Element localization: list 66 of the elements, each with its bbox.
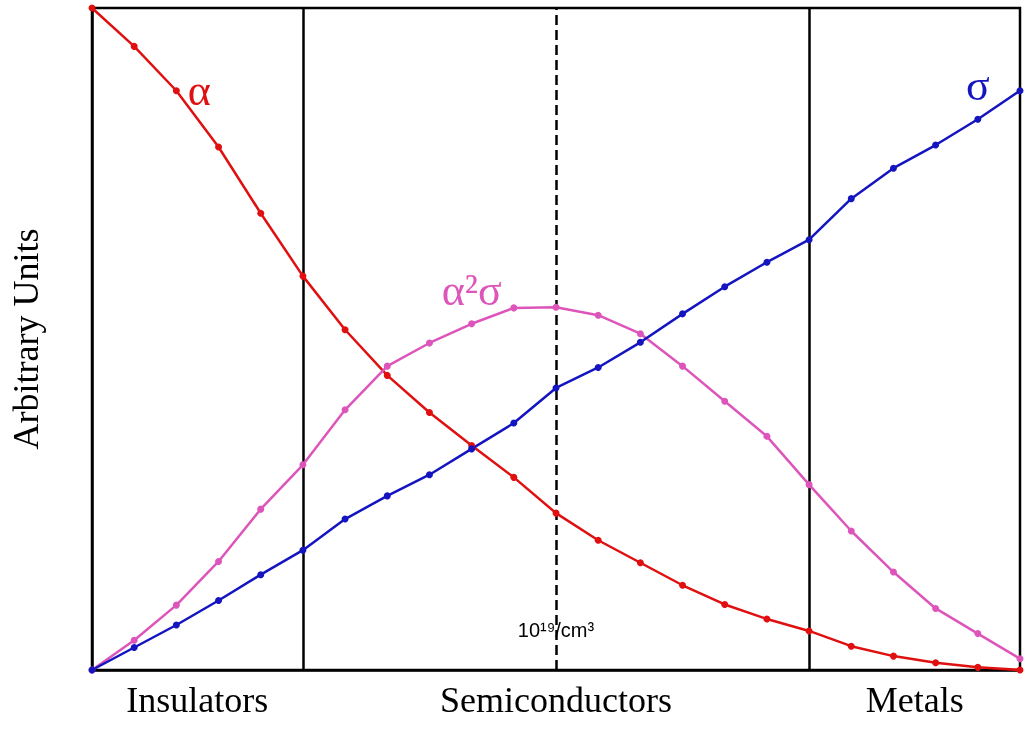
annotation: 10¹⁹/cm³: [517, 619, 595, 641]
point: [932, 141, 940, 149]
point: [974, 115, 982, 123]
point: [130, 643, 138, 651]
point: [383, 371, 391, 379]
point: [299, 546, 307, 554]
point: [172, 621, 180, 629]
point: [594, 536, 602, 544]
point: [679, 362, 687, 370]
point: [594, 363, 602, 371]
point: [299, 272, 307, 280]
point: [299, 461, 307, 469]
text: Metals: [865, 680, 964, 720]
point: [383, 362, 391, 370]
point: [679, 581, 687, 589]
point: [636, 330, 644, 338]
point: [594, 311, 602, 319]
point: [257, 571, 265, 579]
point: [425, 471, 433, 479]
point: [215, 557, 223, 565]
point: [932, 659, 940, 667]
point: [932, 604, 940, 612]
point: [215, 143, 223, 151]
point: [468, 320, 476, 328]
point: [172, 87, 180, 95]
point: [721, 600, 729, 608]
point: [805, 236, 813, 244]
point: [383, 492, 391, 500]
point: [847, 527, 855, 535]
text: Insulators: [126, 680, 269, 720]
point: [1016, 655, 1024, 663]
y-axis-title: Arbitrary Units: [6, 228, 46, 450]
series-label: α²σ: [441, 265, 502, 315]
point: [510, 419, 518, 427]
point: [257, 209, 265, 217]
point: [130, 636, 138, 644]
point: [805, 481, 813, 489]
point: [763, 258, 771, 266]
point: [341, 406, 349, 414]
point: [847, 195, 855, 203]
point: [636, 338, 644, 346]
point: [889, 652, 897, 660]
point: [510, 473, 518, 481]
point: [889, 568, 897, 576]
point: [510, 304, 518, 312]
point: [341, 326, 349, 334]
text: Semiconductors: [440, 680, 672, 720]
point: [721, 283, 729, 291]
point: [974, 663, 982, 671]
point: [847, 642, 855, 650]
point: [1016, 87, 1024, 95]
point: [172, 601, 180, 609]
point: [679, 310, 687, 318]
point: [552, 303, 560, 311]
point: [889, 164, 897, 172]
point: [425, 339, 433, 347]
series-label: α: [187, 66, 211, 116]
point: [130, 42, 138, 50]
point: [974, 630, 982, 638]
point: [425, 408, 433, 416]
series-label: σ: [965, 61, 990, 111]
point: [763, 432, 771, 440]
point: [257, 505, 265, 513]
point: [215, 596, 223, 604]
point: [721, 397, 729, 405]
point: [636, 559, 644, 567]
